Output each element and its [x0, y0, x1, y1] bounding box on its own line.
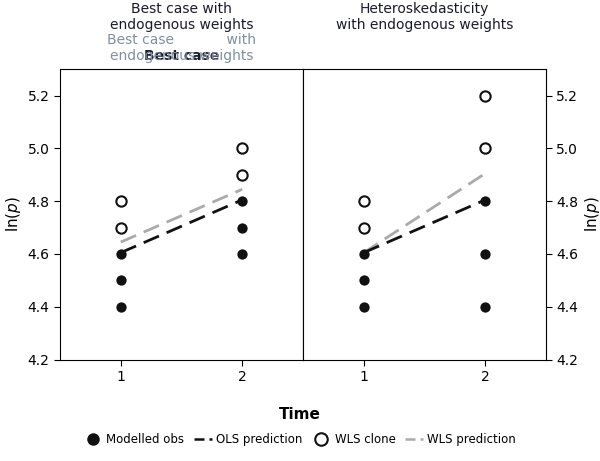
Point — [481, 197, 490, 205]
Point — [116, 303, 125, 310]
Point — [359, 250, 368, 258]
Point — [359, 197, 368, 205]
Text: Best case            with
endogenous weights: Best case with endogenous weights — [107, 33, 256, 63]
Y-axis label: $\ln(p)$: $\ln(p)$ — [4, 196, 23, 232]
Text: Best case: Best case — [144, 49, 219, 63]
Text: Best case with
endogenous weights: Best case with endogenous weights — [110, 2, 253, 32]
Point — [116, 197, 125, 205]
Point — [238, 171, 247, 178]
Point — [238, 197, 247, 205]
Point — [359, 197, 368, 205]
Point — [481, 145, 490, 152]
Point — [481, 250, 490, 258]
Text: Heteroskedasticity
with endogenous weights: Heteroskedasticity with endogenous weigh… — [336, 2, 513, 32]
Point — [359, 277, 368, 284]
Point — [359, 303, 368, 310]
Point — [238, 250, 247, 258]
Point — [238, 224, 247, 231]
Point — [481, 92, 490, 99]
Point — [481, 92, 490, 99]
Point — [481, 303, 490, 310]
Text: Time: Time — [279, 408, 321, 422]
Point — [238, 171, 247, 178]
Point — [238, 145, 247, 152]
Point — [238, 145, 247, 152]
Y-axis label: $\ln(p)$: $\ln(p)$ — [583, 196, 600, 232]
Point — [116, 224, 125, 231]
Point — [116, 224, 125, 231]
Point — [481, 145, 490, 152]
Point — [359, 224, 368, 231]
Point — [116, 250, 125, 258]
Point — [116, 277, 125, 284]
Legend: Modelled obs, OLS prediction, WLS clone, WLS prediction: Modelled obs, OLS prediction, WLS clone,… — [79, 428, 521, 450]
Point — [116, 197, 125, 205]
Point — [359, 224, 368, 231]
